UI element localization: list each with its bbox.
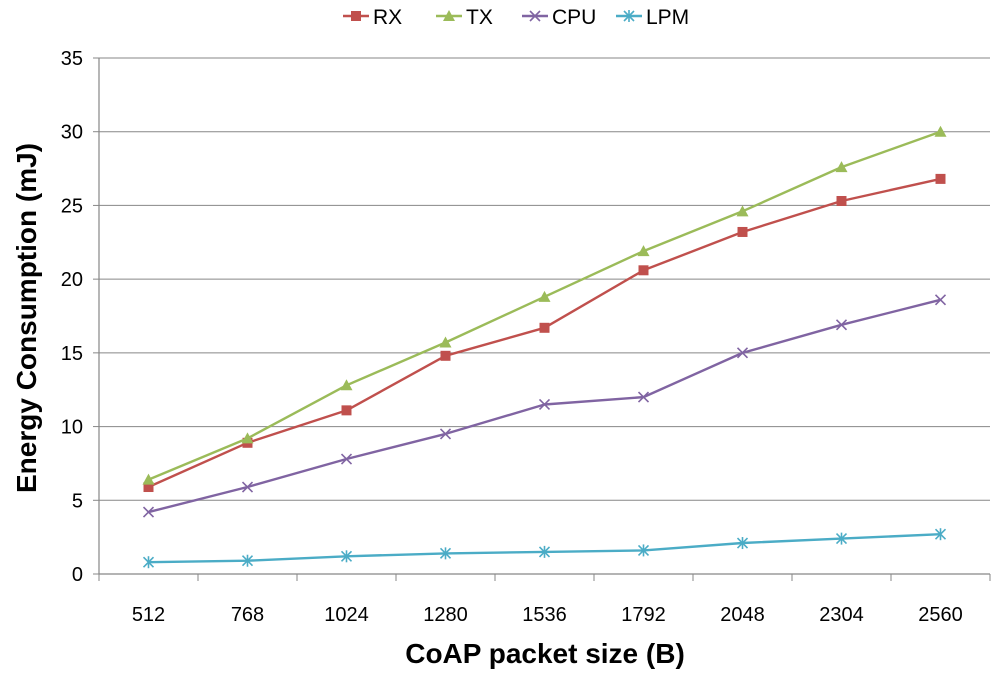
point-tx-1792: [637, 245, 650, 257]
legend-marker-cpu: [529, 10, 541, 22]
point-tx-1280: [439, 336, 452, 348]
series-rx: [143, 173, 946, 493]
point-tx-2048: [736, 205, 749, 217]
series-lpm: [142, 528, 947, 569]
point-rx-2304: [836, 196, 847, 207]
point-rx-1024: [341, 405, 352, 416]
legend-item-tx: TX: [436, 6, 493, 29]
x-axis-title: CoAP packet size (B): [405, 638, 685, 669]
y-tick-label-0: 0: [72, 564, 83, 586]
point-cpu-1792: [637, 391, 650, 403]
point-cpu-768-stroke-b: [241, 481, 254, 493]
y-tick-label-15: 15: [61, 343, 83, 365]
point-cpu-1536-stroke-b: [538, 398, 551, 411]
point-rx-1280: [440, 350, 451, 361]
y-tick-label-30: 30: [61, 122, 83, 144]
x-tick-label-1536: 1536: [522, 604, 567, 626]
point-tx-2304: [835, 161, 848, 173]
legend-item-rx: RX: [343, 6, 402, 29]
point-lpm-768: [241, 554, 254, 567]
point-tx-2560: [934, 125, 947, 137]
legend-marker-tx: [443, 10, 455, 21]
point-lpm-2304: [835, 532, 848, 545]
legend-item-lpm: LPM: [616, 6, 689, 29]
point-rx-512: [143, 482, 154, 493]
legend-label-cpu: CPU: [552, 6, 596, 29]
point-lpm-1536: [538, 545, 551, 558]
point-lpm-512: [142, 556, 155, 569]
x-tick-label-2048: 2048: [720, 604, 765, 626]
point-lpm-2560: [934, 528, 947, 541]
axes: 0 5 10 15 20 25 30 35 512 768 1024 1280 1536 1792 2048…: [61, 48, 991, 626]
x-tick-label-512: 512: [132, 604, 165, 626]
point-rx-2048: [737, 226, 748, 237]
point-cpu-2048: [736, 347, 749, 359]
y-tick-label-10: 10: [61, 417, 83, 439]
point-cpu-1280-stroke-b: [439, 428, 452, 440]
x-tick-label-2304: 2304: [819, 604, 864, 626]
x-tick-label-768: 768: [231, 604, 264, 626]
point-tx-768: [241, 432, 254, 444]
point-lpm-1280: [439, 547, 452, 560]
series-tx: [142, 125, 947, 485]
y-tick-label-35: 35: [61, 48, 83, 70]
legend-label-rx: RX: [373, 6, 402, 29]
x-tick-label-2560: 2560: [918, 604, 963, 626]
point-cpu-2560: [934, 294, 947, 306]
point-cpu-2560-stroke-b: [934, 294, 947, 306]
y-tick-label-25: 25: [61, 195, 83, 217]
legend: RX TX CPU LPM: [343, 6, 689, 29]
series-cpu: [142, 294, 947, 518]
point-rx-1792: [638, 265, 649, 276]
point-cpu-2048-stroke-b: [736, 347, 749, 359]
point-cpu-2304: [835, 319, 848, 331]
point-cpu-768: [241, 481, 254, 493]
point-lpm-2048: [736, 537, 749, 550]
point-tx-512: [142, 473, 155, 485]
legend-marker-lpm: [623, 10, 635, 22]
point-lpm-1024: [340, 550, 353, 563]
series-line-tx: [148, 130, 941, 481]
legend-item-cpu: CPU: [522, 6, 596, 29]
point-rx-2560: [935, 173, 946, 184]
legend-marker-cpu-stroke-b: [529, 10, 541, 22]
series-layer: [142, 125, 947, 569]
point-cpu-1024: [340, 453, 353, 465]
point-tx-1536: [538, 290, 551, 302]
x-tick-label-1280: 1280: [423, 604, 468, 626]
y-tick-label-20: 20: [61, 269, 83, 291]
point-cpu-512: [142, 506, 155, 518]
y-tick-label-5: 5: [72, 490, 83, 512]
point-lpm-1792: [637, 544, 650, 557]
legend-label-lpm: LPM: [646, 6, 689, 29]
legend-marker-rx: [351, 11, 361, 21]
point-cpu-1792-stroke-b: [637, 391, 650, 403]
y-axis-title: Energy Consumption (mJ): [11, 143, 42, 493]
x-tick-label-1024: 1024: [324, 604, 369, 626]
point-tx-1024: [340, 379, 353, 391]
point-rx-1536: [539, 322, 550, 333]
point-cpu-2304-stroke-b: [835, 319, 848, 331]
series-line-rx: [148, 177, 941, 489]
x-tick-label-1792: 1792: [621, 604, 666, 626]
point-cpu-1280: [439, 428, 452, 440]
point-cpu-512-stroke-b: [142, 506, 155, 518]
point-cpu-1536: [538, 398, 551, 411]
point-cpu-1024-stroke-b: [340, 453, 353, 465]
legend-label-tx: TX: [466, 6, 493, 29]
gridlines: [99, 57, 990, 501]
